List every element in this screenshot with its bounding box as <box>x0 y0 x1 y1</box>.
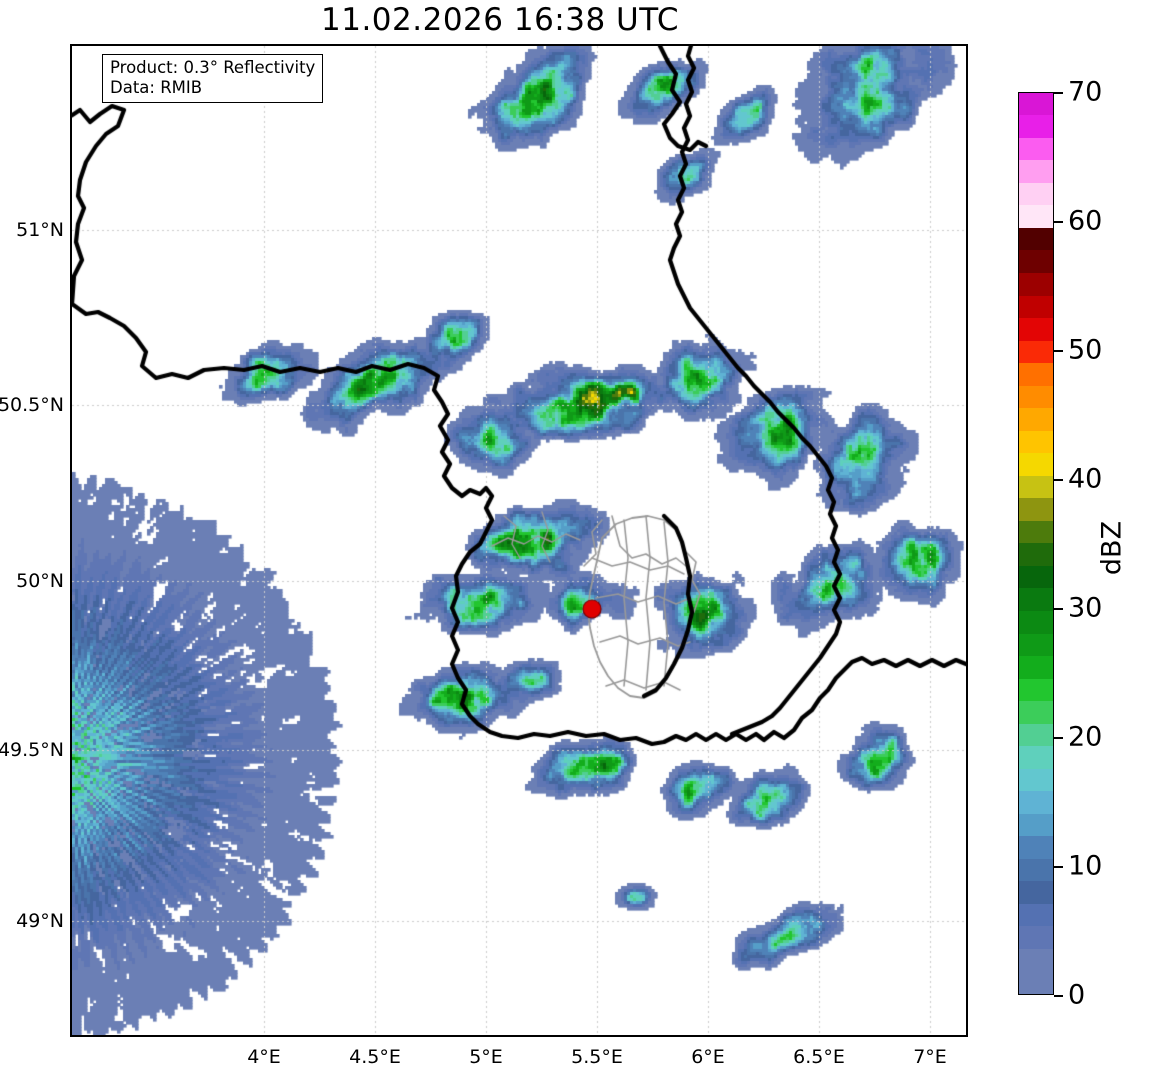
colorbar-tick-label: 10 <box>1068 850 1103 882</box>
colorbar-band-22 <box>1019 475 1053 499</box>
page-title: 11.02.2026 16:38 UTC <box>321 2 679 38</box>
colorbar-band-17 <box>1019 588 1053 611</box>
colorbar-tick <box>1054 995 1063 997</box>
radar-canvas-wrap <box>72 46 966 1035</box>
colorbar-band-0 <box>1019 971 1053 994</box>
colorbar-band-23 <box>1019 453 1053 476</box>
x-tick-label: 6°E <box>691 1046 725 1068</box>
colorbar-band-27 <box>1019 363 1053 386</box>
colorbar-band-28 <box>1019 340 1053 364</box>
y-tick-label: 49.5°N <box>0 739 64 761</box>
x-tick-label: 5°E <box>469 1046 503 1068</box>
colorbar-band-34 <box>1019 205 1053 228</box>
colorbar-tick-label: 20 <box>1068 721 1103 753</box>
radar-reflectivity-canvas <box>72 46 966 1035</box>
colorbar-band-19 <box>1019 543 1053 566</box>
colorbar-tick-label: 70 <box>1068 76 1103 108</box>
colorbar-band-38 <box>1019 115 1053 138</box>
colorbar-band-25 <box>1019 408 1053 431</box>
colorbar-band-15 <box>1019 633 1053 657</box>
colorbar-band-30 <box>1019 295 1053 319</box>
colorbar-tick-label: 60 <box>1068 205 1103 237</box>
colorbar-band-37 <box>1019 137 1053 161</box>
colorbar-band-21 <box>1019 498 1053 521</box>
colorbar-band-20 <box>1019 520 1053 544</box>
colorbar-band-14 <box>1019 656 1053 679</box>
colorbar-tick <box>1054 479 1063 481</box>
radar-plot-frame: Product: 0.3° Reflectivity Data: RMIB <box>70 44 968 1037</box>
y-tick-label: 49°N <box>16 910 64 932</box>
colorbar-band-33 <box>1019 227 1053 251</box>
colorbar-band-10 <box>1019 746 1053 769</box>
colorbar-tick <box>1054 866 1063 868</box>
y-tick-label: 51°N <box>16 219 64 241</box>
colorbar-band-16 <box>1019 610 1053 634</box>
colorbar-band-5 <box>1019 858 1053 882</box>
colorbar-band-39 <box>1019 93 1053 116</box>
x-tick-label: 5.5°E <box>571 1046 623 1068</box>
colorbar-tick-label: 0 <box>1068 979 1086 1011</box>
colorbar-band-24 <box>1019 430 1053 454</box>
colorbar-tick-label: 40 <box>1068 463 1103 495</box>
colorbar-band-29 <box>1019 318 1053 341</box>
x-tick-label: 4°E <box>247 1046 281 1068</box>
colorbar-tick <box>1054 92 1063 94</box>
colorbar-band-1 <box>1019 948 1053 972</box>
colorbar <box>1018 92 1054 995</box>
colorbar-band-6 <box>1019 836 1053 859</box>
colorbar-band-2 <box>1019 926 1053 949</box>
product-line: Product: 0.3° Reflectivity <box>110 58 316 77</box>
colorbar-tick <box>1054 737 1063 739</box>
colorbar-band-4 <box>1019 881 1053 904</box>
x-tick-label: 7°E <box>913 1046 947 1068</box>
colorbar-tick <box>1054 350 1063 352</box>
colorbar-band-36 <box>1019 160 1053 183</box>
colorbar-tick-label: 30 <box>1068 592 1103 624</box>
colorbar-band-18 <box>1019 565 1053 589</box>
x-tick-label: 4.5°E <box>349 1046 401 1068</box>
y-tick-label: 50.5°N <box>0 394 64 416</box>
colorbar-title: dBZ <box>1096 520 1128 576</box>
colorbar-tick <box>1054 608 1063 610</box>
colorbar-band-3 <box>1019 903 1053 927</box>
product-info-box: Product: 0.3° Reflectivity Data: RMIB <box>102 54 324 104</box>
colorbar-band-31 <box>1019 273 1053 296</box>
colorbar-band-11 <box>1019 723 1053 747</box>
x-tick-label: 6.5°E <box>793 1046 845 1068</box>
colorbar-band-9 <box>1019 768 1053 792</box>
colorbar-band-12 <box>1019 701 1053 724</box>
colorbar-band-8 <box>1019 791 1053 814</box>
y-tick-label: 50°N <box>16 570 64 592</box>
colorbar-band-7 <box>1019 813 1053 837</box>
data-source-line: Data: RMIB <box>110 78 203 98</box>
colorbar-band-35 <box>1019 182 1053 206</box>
colorbar-band-13 <box>1019 678 1053 702</box>
colorbar-tick <box>1054 221 1063 223</box>
colorbar-band-32 <box>1019 250 1053 273</box>
colorbar-band-26 <box>1019 385 1053 409</box>
colorbar-tick-label: 50 <box>1068 334 1103 366</box>
